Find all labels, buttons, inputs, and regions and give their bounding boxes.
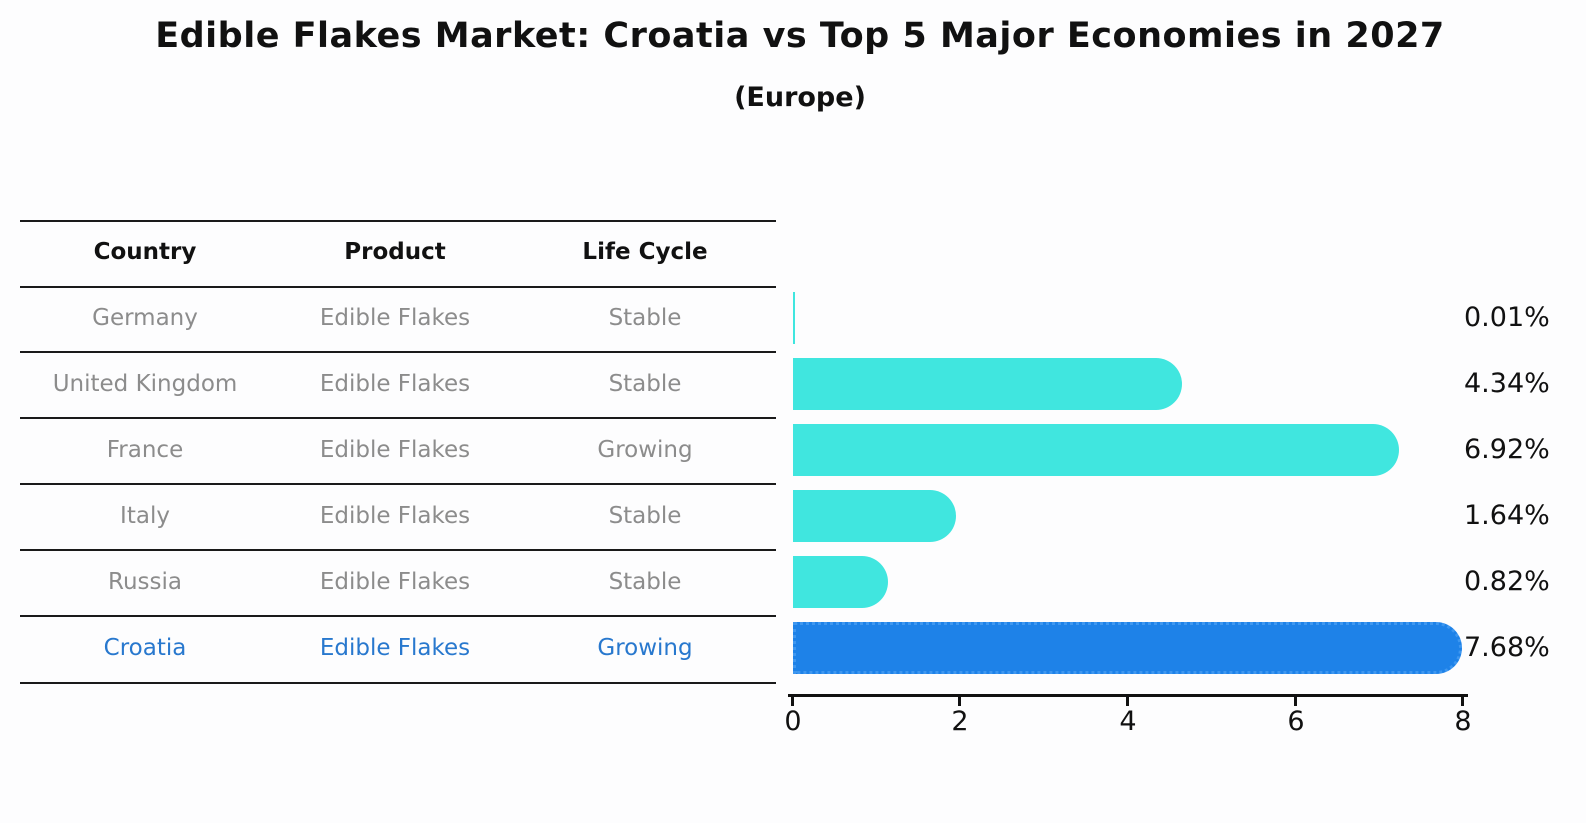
cell-product: Edible Flakes [319, 305, 471, 331]
table-row-divider [20, 417, 776, 419]
cell-country: United Kingdom [52, 371, 238, 397]
cell-product: Edible Flakes [319, 503, 471, 529]
cell-country: Croatia [103, 635, 187, 661]
cell-life-cycle: Stable [608, 503, 682, 529]
x-axis-line [788, 694, 1468, 697]
cell-country: France [106, 437, 184, 463]
x-axis-tick-label: 4 [1119, 706, 1137, 737]
cell-life-cycle: Growing [597, 437, 693, 463]
cell-country: Germany [92, 305, 198, 331]
chart-title: Edible Flakes Market: Croatia vs Top 5 M… [155, 16, 1445, 56]
cell-product: Edible Flakes [319, 569, 471, 595]
table-row-divider [20, 615, 776, 617]
cell-country: Italy [120, 503, 170, 529]
column-header-country: Country [93, 239, 197, 265]
value-label: 6.92% [1464, 434, 1550, 465]
x-axis-tick [1294, 697, 1297, 706]
column-header-product: Product [344, 239, 446, 265]
table-border-bottom [20, 682, 776, 684]
x-axis-tick [791, 697, 794, 706]
cell-product: Edible Flakes [319, 437, 471, 463]
value-label: 1.64% [1464, 500, 1550, 531]
column-header-life-cycle: Life Cycle [582, 239, 708, 265]
table-row-divider [20, 351, 776, 353]
bar-united-kingdom [793, 358, 1183, 410]
value-label: 4.34% [1464, 368, 1550, 399]
cell-life-cycle: Stable [608, 371, 682, 397]
bar-italy [793, 490, 957, 542]
x-axis-tick-label: 6 [1287, 706, 1305, 737]
value-label: 7.68% [1464, 632, 1550, 663]
cell-product: Edible Flakes [319, 371, 471, 397]
x-axis-tick [1461, 697, 1464, 706]
x-axis-tick [1126, 697, 1129, 706]
x-axis-tick-label: 8 [1454, 706, 1472, 737]
bar-france [793, 424, 1399, 476]
table-row-divider [20, 483, 776, 485]
cell-product: Edible Flakes [319, 635, 471, 661]
bar-russia [793, 556, 888, 608]
cell-country: Russia [108, 569, 182, 595]
bar-croatia [793, 622, 1463, 674]
bar-germany [793, 292, 795, 344]
table-border-top [20, 220, 776, 222]
cell-life-cycle: Growing [597, 635, 693, 661]
table-border-header [20, 286, 776, 288]
value-label: 0.01% [1464, 302, 1550, 333]
x-axis-tick-label: 2 [951, 706, 969, 737]
x-axis-tick-label: 0 [784, 706, 802, 737]
cell-life-cycle: Stable [608, 569, 682, 595]
table-row-divider [20, 549, 776, 551]
chart-subtitle: (Europe) [734, 82, 866, 113]
x-axis-tick [958, 697, 961, 706]
cell-life-cycle: Stable [608, 305, 682, 331]
value-label: 0.82% [1464, 566, 1550, 597]
